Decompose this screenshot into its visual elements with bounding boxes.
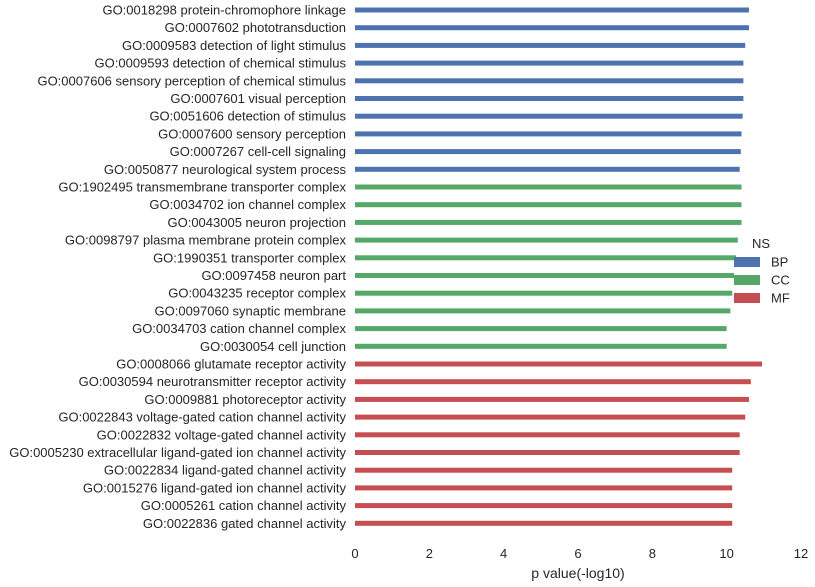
category-label: GO:0043235 receptor complex	[168, 286, 346, 301]
category-label: GO:0009881 photoreceptor activity	[144, 392, 346, 407]
category-label: GO:0015276 ligand-gated ion channel acti…	[83, 480, 347, 495]
bar	[355, 273, 735, 278]
bar	[355, 432, 740, 438]
category-label: GO:0005261 cation channel activity	[141, 498, 347, 513]
category-label: GO:0022836 gated channel activity	[143, 516, 347, 531]
x-tick-label: 8	[649, 546, 656, 561]
bar	[355, 503, 733, 509]
bar	[355, 149, 741, 155]
category-label: GO:0007602 phototransduction	[165, 20, 346, 35]
category-label: GO:0022834 ligand-gated channel activity	[104, 463, 347, 478]
category-label: GO:0034703 cation channel complex	[132, 321, 346, 336]
bar	[355, 113, 743, 119]
legend-swatch	[734, 293, 760, 303]
category-label: GO:0050877 neurological system process	[104, 162, 347, 177]
bar	[355, 396, 749, 402]
legend-swatch	[734, 275, 760, 285]
legend-label: BP	[771, 255, 788, 270]
bar	[355, 343, 727, 349]
category-label: GO:0097060 synaptic membrane	[155, 303, 347, 318]
bar	[355, 78, 744, 84]
bars-group	[355, 7, 762, 526]
category-label: GO:0008066 glutamate receptor activity	[116, 357, 346, 372]
x-tick-label: 0	[351, 546, 358, 561]
x-axis-ticks-group: 0 2 4 6 8 10 12	[351, 546, 808, 561]
x-tick-label: 6	[574, 546, 581, 561]
bar	[355, 25, 749, 31]
bar	[355, 166, 740, 172]
bar	[355, 42, 746, 48]
category-label: GO:0098797 plasma membrane protein compl…	[65, 233, 347, 248]
category-label: GO:0051606 detection of stimulus	[149, 109, 346, 124]
bar	[355, 450, 740, 455]
category-label: GO:1990351 transporter complex	[153, 250, 346, 265]
category-labels-group: GO:0018298 protein-chromophore linkage GO…	[9, 3, 346, 531]
bar	[355, 520, 733, 526]
legend-swatch	[734, 257, 760, 267]
category-label: GO:0022843 voltage-gated cation channel …	[58, 410, 346, 425]
bar	[355, 219, 742, 225]
bar	[355, 131, 742, 137]
bar	[355, 184, 742, 190]
x-tick-label: 12	[794, 546, 808, 561]
category-label: GO:0018298 protein-chromophore linkage	[102, 3, 346, 18]
category-label: GO:0043005 neuron projection	[167, 215, 346, 230]
category-label: GO:0030594 neurotransmitter receptor act…	[79, 374, 347, 389]
bar	[355, 467, 733, 473]
x-tick-label: 2	[426, 546, 433, 561]
x-tick-label: 4	[500, 546, 507, 561]
bar	[355, 202, 742, 208]
category-label: GO:0007606 sensory perception of chemica…	[37, 73, 346, 88]
legend-label: MF	[771, 291, 790, 306]
category-label: GO:0007600 sensory perception	[158, 126, 346, 141]
category-label: GO:0007601 visual perception	[170, 91, 346, 106]
bar	[355, 7, 749, 13]
bar	[355, 414, 746, 420]
x-axis-label: p value(-log10)	[531, 565, 624, 581]
bar	[355, 485, 733, 491]
category-label: GO:0005230 extracellular ligand-gated io…	[9, 445, 346, 460]
x-tick-label: 10	[719, 546, 733, 561]
legend-label: CC	[771, 273, 790, 288]
category-label: GO:0030054 cell junction	[200, 339, 346, 354]
bar	[355, 361, 762, 367]
bar	[355, 60, 744, 66]
category-label: GO:1902495 transmembrane transporter com…	[58, 180, 346, 195]
bar	[355, 96, 744, 101]
category-label: GO:0034702 ion channel complex	[149, 197, 346, 212]
bar	[355, 290, 733, 296]
legend-title: NS	[752, 236, 770, 251]
bar	[355, 255, 736, 261]
bar	[355, 237, 738, 243]
category-label: GO:0022832 voltage-gated channel activit…	[97, 427, 347, 442]
bar	[355, 308, 731, 314]
bar	[355, 326, 727, 332]
category-label: GO:0009593 detection of chemical stimulu…	[95, 56, 347, 71]
category-label: GO:0009583 detection of light stimulus	[122, 38, 347, 53]
category-label: GO:0097458 neuron part	[201, 268, 346, 283]
legend: NS BP CC MF	[734, 236, 790, 306]
bar	[355, 379, 751, 385]
category-label: GO:0007267 cell-cell signaling	[170, 144, 346, 159]
